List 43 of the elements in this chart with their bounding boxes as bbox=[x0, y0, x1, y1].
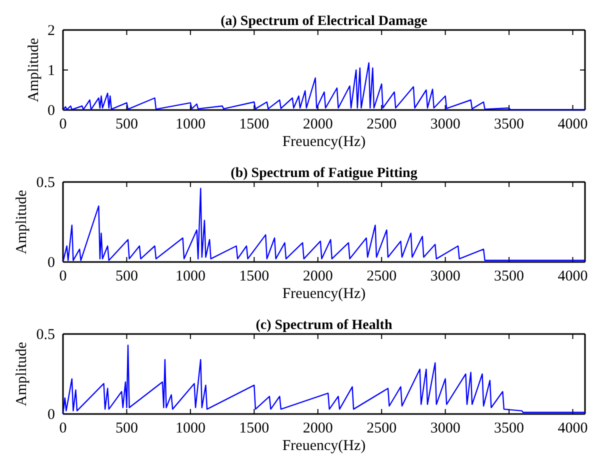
y-tick-label: 0.5 bbox=[36, 174, 55, 191]
y-axis-title: Amplitude bbox=[14, 190, 30, 254]
chart-title: (c) Spectrum of Health bbox=[256, 318, 392, 333]
x-axis-title: Freuency(Hz) bbox=[282, 286, 366, 302]
x-tick-label: 0 bbox=[59, 268, 67, 285]
x-tick-label: 0 bbox=[59, 116, 67, 133]
x-tick-label: 500 bbox=[115, 420, 138, 437]
x-axis-title: Freuency(Hz) bbox=[282, 134, 366, 150]
y-tick-label: 0 bbox=[48, 254, 55, 271]
x-tick-label: 500 bbox=[115, 268, 138, 285]
x-tick-label: 4000 bbox=[558, 116, 588, 133]
x-tick-label: 2500 bbox=[366, 268, 397, 285]
x-tick-label: 1000 bbox=[175, 116, 206, 133]
y-tick-label: 1 bbox=[48, 62, 55, 79]
x-tick-label: 4000 bbox=[558, 420, 588, 437]
y-axis-title: Amplitude bbox=[14, 342, 30, 406]
x-tick-label: 1000 bbox=[175, 268, 206, 285]
x-tick-label: 1000 bbox=[175, 420, 206, 437]
chart-title: (a) Spectrum of Electrical Damage bbox=[220, 14, 428, 29]
x-tick-label: 1500 bbox=[239, 268, 270, 285]
x-tick-label: 3000 bbox=[430, 420, 460, 437]
x-tick-label: 3500 bbox=[494, 116, 524, 133]
x-tick-label: 2000 bbox=[302, 420, 333, 437]
y-tick-label: 0 bbox=[48, 406, 55, 423]
x-tick-label: 3000 bbox=[430, 116, 460, 133]
chart-title: (b) Spectrum of Fatigue Pitting bbox=[230, 166, 418, 181]
x-tick-label: 2500 bbox=[366, 116, 397, 133]
y-tick-label: 0 bbox=[48, 102, 55, 119]
x-tick-label: 0 bbox=[59, 420, 67, 437]
x-tick-label: 3500 bbox=[494, 268, 524, 285]
x-tick-label: 1500 bbox=[239, 420, 270, 437]
y-tick-label: 2 bbox=[48, 22, 55, 39]
y-axis-title: Amplitude bbox=[26, 38, 42, 102]
x-axis-title: Freuency(Hz) bbox=[282, 438, 366, 454]
x-tick-label: 3000 bbox=[430, 268, 460, 285]
x-tick-label: 4000 bbox=[558, 268, 588, 285]
x-tick-label: 2000 bbox=[302, 268, 333, 285]
x-tick-label: 3500 bbox=[494, 420, 524, 437]
x-tick-label: 500 bbox=[115, 116, 138, 133]
x-tick-label: 2000 bbox=[302, 116, 333, 133]
x-tick-label: 2500 bbox=[366, 420, 397, 437]
x-tick-label: 1500 bbox=[239, 116, 270, 133]
y-tick-label: 0.5 bbox=[36, 326, 55, 343]
